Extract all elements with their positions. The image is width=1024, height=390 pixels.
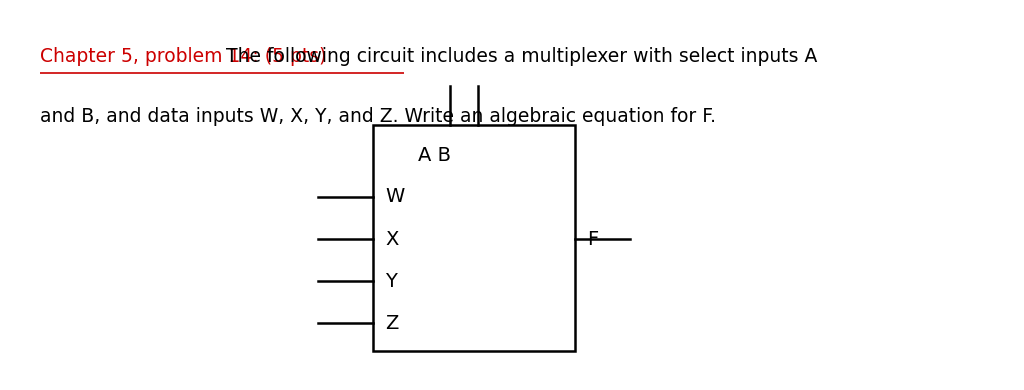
Bar	[373, 125, 574, 351]
Text: W: W	[385, 188, 404, 206]
Text: A B: A B	[418, 146, 451, 165]
Text: Z: Z	[385, 314, 398, 333]
Text: Chapter 5, problem 14: (5 pts): Chapter 5, problem 14: (5 pts)	[40, 47, 327, 66]
Text: and B, and data inputs W, X, Y, and Z. Write an algebraic equation for F.: and B, and data inputs W, X, Y, and Z. W…	[40, 107, 717, 126]
Text: The following circuit includes a multiplexer with select inputs A: The following circuit includes a multipl…	[40, 47, 818, 66]
Text: X: X	[385, 230, 398, 248]
Text: F: F	[587, 230, 598, 248]
Text: Y: Y	[385, 272, 397, 291]
